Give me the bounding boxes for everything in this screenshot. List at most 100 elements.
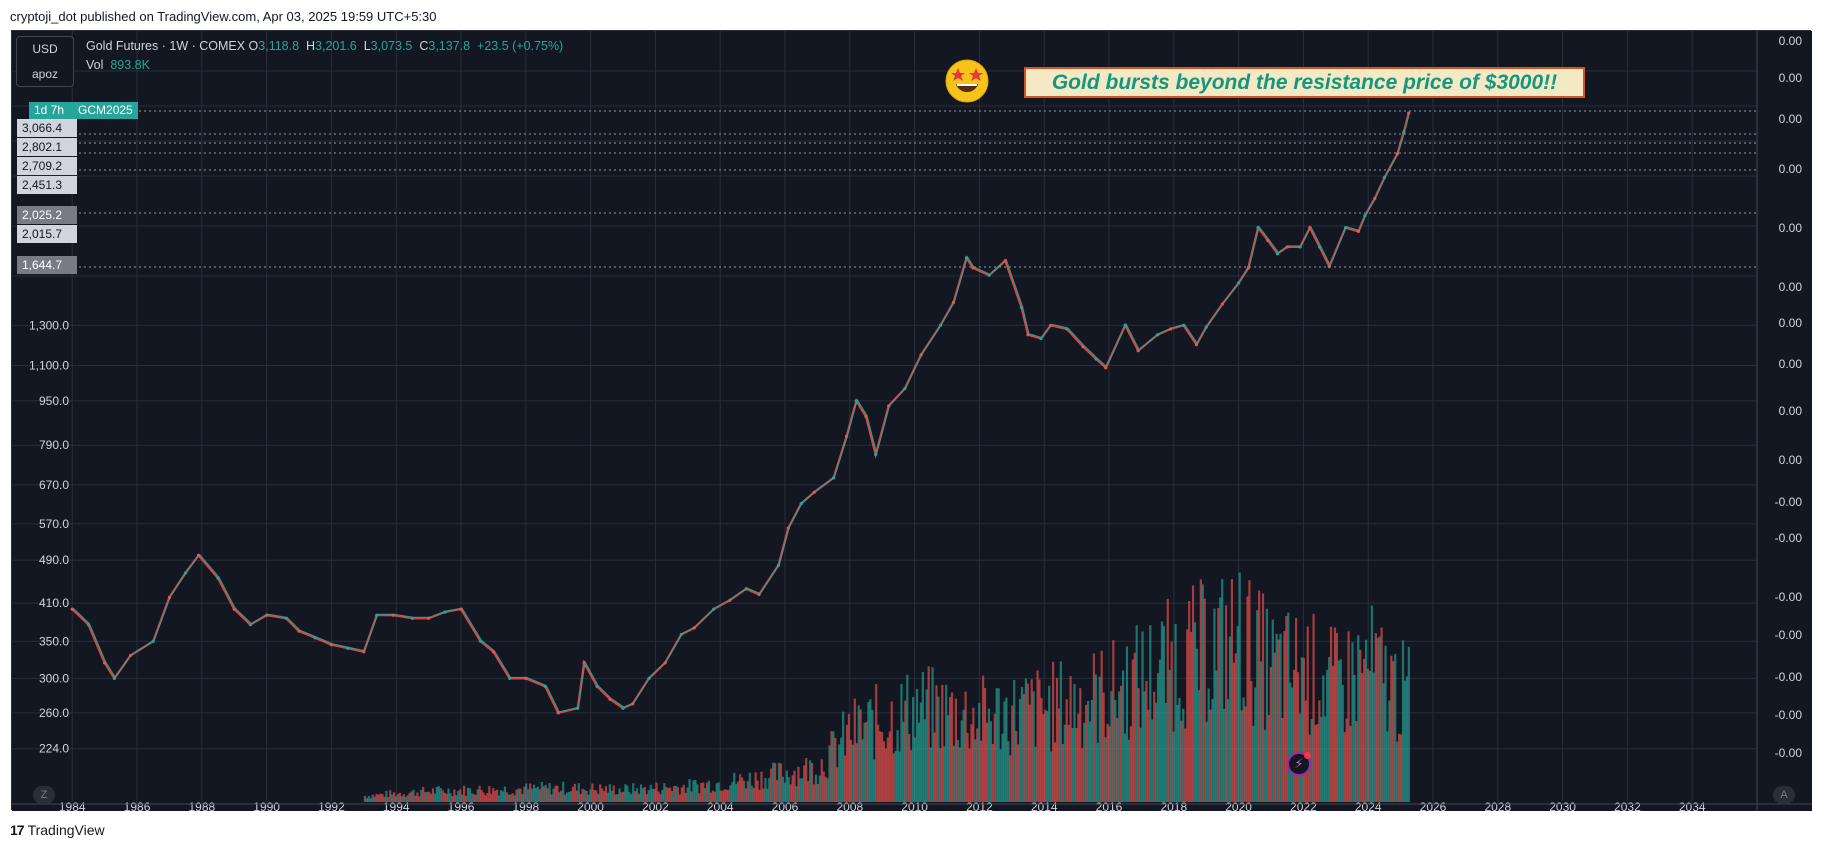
chart-pane[interactable]: 1984 1986 1988 1990 1992 1994 1996 1998 2000 2002… xyxy=(11,30,1812,811)
volume-bar xyxy=(624,784,627,802)
volume-bar xyxy=(536,786,540,802)
volume-bar xyxy=(649,784,652,802)
volume-bar xyxy=(1223,708,1226,802)
volume-bar xyxy=(1036,670,1039,802)
volume-bar xyxy=(676,787,680,802)
price-point xyxy=(903,386,907,391)
volume-bar xyxy=(449,793,452,802)
volume-legend[interactable]: Vol 893.8K xyxy=(86,58,150,72)
volume-bar xyxy=(1269,666,1272,802)
volume-bar xyxy=(1162,626,1165,802)
volume-bar xyxy=(632,783,635,802)
price-point xyxy=(844,434,849,438)
auto-scale-button[interactable]: A xyxy=(1773,786,1795,804)
volume-bar xyxy=(1067,724,1070,802)
volume-bar xyxy=(902,721,905,802)
y-tick-label: 950.0 xyxy=(39,394,69,408)
volume-bar xyxy=(1116,717,1119,802)
volume-bar xyxy=(931,667,934,802)
volume-bar xyxy=(1283,631,1286,802)
volume-bar xyxy=(913,737,917,802)
volume-bar xyxy=(1121,670,1125,802)
zoom-reset-button[interactable]: Z xyxy=(33,786,55,804)
volume-bar xyxy=(1090,699,1094,802)
volume-bar xyxy=(488,786,491,802)
volume-bar xyxy=(775,779,779,802)
volume-bar xyxy=(1195,648,1199,802)
volume-bar xyxy=(1382,683,1385,802)
y-tick-label: 224.0 xyxy=(39,742,69,756)
volume-bar xyxy=(1207,688,1210,802)
price-point xyxy=(919,353,923,357)
right-axis-tick-label: 0.00 xyxy=(1779,357,1803,371)
volume-bar xyxy=(774,763,777,802)
volume-bar xyxy=(492,788,495,802)
volume-bar xyxy=(552,788,555,802)
volume-bar xyxy=(1098,676,1101,802)
currency-unit-selector[interactable]: USD apoz xyxy=(16,36,74,87)
volume-bar xyxy=(470,793,473,802)
price-point xyxy=(576,706,580,710)
volume-bar xyxy=(1086,700,1090,802)
volume-bar xyxy=(437,786,440,802)
volume-bar xyxy=(1188,600,1191,802)
volume-bar xyxy=(1149,625,1152,802)
chart-canvas[interactable]: 1984 1986 1988 1990 1992 1994 1996 1998 2000 2002… xyxy=(12,31,1812,811)
price-point xyxy=(1402,130,1406,134)
annotation-callout[interactable]: Gold bursts beyond the resistance price … xyxy=(1024,67,1585,98)
volume-bar xyxy=(1326,669,1329,802)
price-point xyxy=(410,616,415,620)
volume-bar xyxy=(538,789,541,802)
price-point xyxy=(478,639,483,643)
price-point xyxy=(1168,327,1173,331)
volume-bar xyxy=(1081,748,1084,802)
volume-bar xyxy=(814,774,818,802)
volume-bar xyxy=(705,782,709,802)
right-axis-tick-label: 0.00 xyxy=(1779,71,1803,85)
symbol-price-tag: 1d 7h GCM2025 xyxy=(29,102,138,119)
volume-bar xyxy=(954,698,957,802)
volume-bar xyxy=(1092,653,1096,802)
volume-bar xyxy=(367,795,370,802)
volume-bar xyxy=(558,792,561,802)
volume-bar xyxy=(1120,685,1123,802)
volume-bar xyxy=(1335,633,1339,802)
volume-bar xyxy=(606,792,610,802)
volume-bar xyxy=(511,793,514,802)
price-point xyxy=(1039,337,1043,341)
volume-bar xyxy=(1242,697,1245,802)
volume-bar xyxy=(391,794,394,802)
volume-bar xyxy=(486,793,489,802)
volume-bar xyxy=(715,783,718,802)
volume-bar xyxy=(978,702,981,802)
volume-bar xyxy=(721,790,724,802)
volume-bar xyxy=(1050,751,1053,802)
volume-bar xyxy=(1108,726,1111,802)
volume-bar xyxy=(396,793,400,802)
open-value: 3,118.8 xyxy=(258,39,300,53)
volume-bar xyxy=(466,787,470,802)
volume-bar xyxy=(808,760,812,802)
volume-bar xyxy=(1100,650,1103,802)
volume-bar xyxy=(426,791,429,802)
price-legend[interactable]: Gold Futures · 1W · COMEX O3,118.8 H3,20… xyxy=(86,39,564,53)
price-point xyxy=(744,587,748,591)
price-point xyxy=(556,711,560,715)
volume-bar xyxy=(637,793,641,802)
volume-bar xyxy=(431,788,435,802)
high-value: 3,201.6 xyxy=(315,39,357,53)
price-point xyxy=(167,595,172,599)
volume-bar xyxy=(702,782,705,802)
volume-bar xyxy=(682,784,685,802)
x-tick-label: 1990 xyxy=(253,800,280,811)
volume-bar xyxy=(1333,627,1337,802)
volume-bar xyxy=(1046,711,1049,802)
volume-bar xyxy=(665,786,668,802)
volume-bar xyxy=(484,795,487,802)
volume-bar xyxy=(1151,719,1154,802)
volume-bar xyxy=(1197,690,1200,802)
price-point xyxy=(508,676,512,680)
chart-background xyxy=(12,31,1812,811)
volume-bar xyxy=(700,783,703,802)
volume-bar xyxy=(694,779,697,802)
